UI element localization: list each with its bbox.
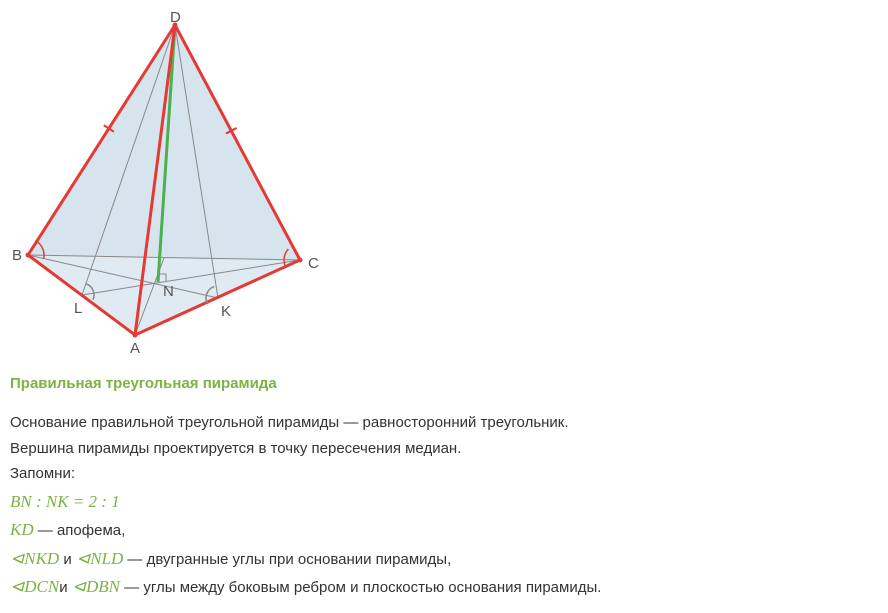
angle-symbol-4: ⊲ <box>72 577 86 596</box>
edge-angle-text: — углы между боковым ребром и плоскостью… <box>120 579 601 596</box>
apothem-segment: KD <box>10 520 34 539</box>
svg-text:B: B <box>12 247 22 264</box>
svg-text:C: C <box>308 255 319 272</box>
svg-text:K: K <box>221 303 231 320</box>
and-1: и <box>59 551 76 568</box>
edge-angles-line: ⊲DCNи ⊲DBN — углы между боковым ребром и… <box>10 574 878 600</box>
apothem-line: KD — апофема, <box>10 517 878 543</box>
pyramid-diagram: D B C A N L K <box>10 10 330 360</box>
dihedral-text: — двугранные углы при основании пирамиды… <box>123 551 451 568</box>
angle-dcn: DCN <box>24 577 59 596</box>
svg-text:L: L <box>74 300 82 317</box>
description-line-2: Вершина пирамиды проектируется в точку п… <box>10 438 878 461</box>
svg-text:N: N <box>163 283 174 300</box>
diagram-title: Правильная треугольная пирамида <box>10 375 878 392</box>
angle-symbol-2: ⊲ <box>76 549 90 568</box>
angle-nld: NLD <box>90 549 123 568</box>
svg-text:D: D <box>170 10 181 26</box>
dihedral-angles-line: ⊲NKD и ⊲NLD — двугранные углы при основа… <box>10 546 878 572</box>
remember-line: Запомни: <box>10 463 878 486</box>
angle-dbn: DBN <box>86 577 120 596</box>
angle-symbol-3: ⊲ <box>10 577 24 596</box>
angle-nkd: NKD <box>24 549 59 568</box>
angle-symbol-1: ⊲ <box>10 549 24 568</box>
apothem-text: — апофема, <box>34 522 126 539</box>
ratio-expression: BN : NK = 2 : 1 <box>10 492 120 511</box>
svg-text:A: A <box>130 340 140 357</box>
and-2: и <box>59 579 72 596</box>
description-line-1: Основание правильной треугольной пирамид… <box>10 412 878 435</box>
ratio-line: BN : NK = 2 : 1 <box>10 489 878 515</box>
